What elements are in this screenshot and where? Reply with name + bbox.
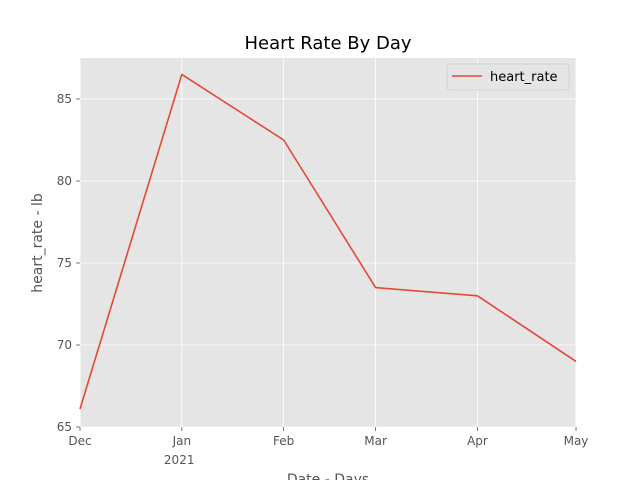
x-tick-label: Dec [68,434,91,448]
x-tick-label: Mar [364,434,387,448]
x-tick-label: Feb [273,434,294,448]
legend-box [446,63,570,91]
x-tick-label: Apr [467,434,488,448]
x-gridlines [79,58,577,427]
y-tick-label: 65 [57,420,72,434]
series-line-heart-rate [79,73,577,410]
x-tick-label: May [564,434,589,448]
chart-title: Heart Rate By Day [244,33,411,54]
x-ticks: Dec Jan Feb Mar Apr May [68,427,588,448]
x-tick-label: Jan [172,434,192,448]
legend-label-heart-rate: heart_rate [490,70,558,85]
y-gridlines [80,98,576,428]
x-axis-label: Date - Days [287,472,369,480]
y-tick-label: 85 [57,92,72,106]
y-tick-label: 75 [57,256,72,270]
y-tick-label: 80 [57,174,72,188]
y-axis-label: heart_rate - lb [30,193,46,293]
plot-background [80,58,576,427]
x-year-label: 2021 [164,453,195,467]
y-tick-label: 70 [57,338,72,352]
y-ticks: 65 70 75 80 85 [57,92,80,434]
series-layer [79,73,577,410]
legend: heart_rate [446,63,570,91]
